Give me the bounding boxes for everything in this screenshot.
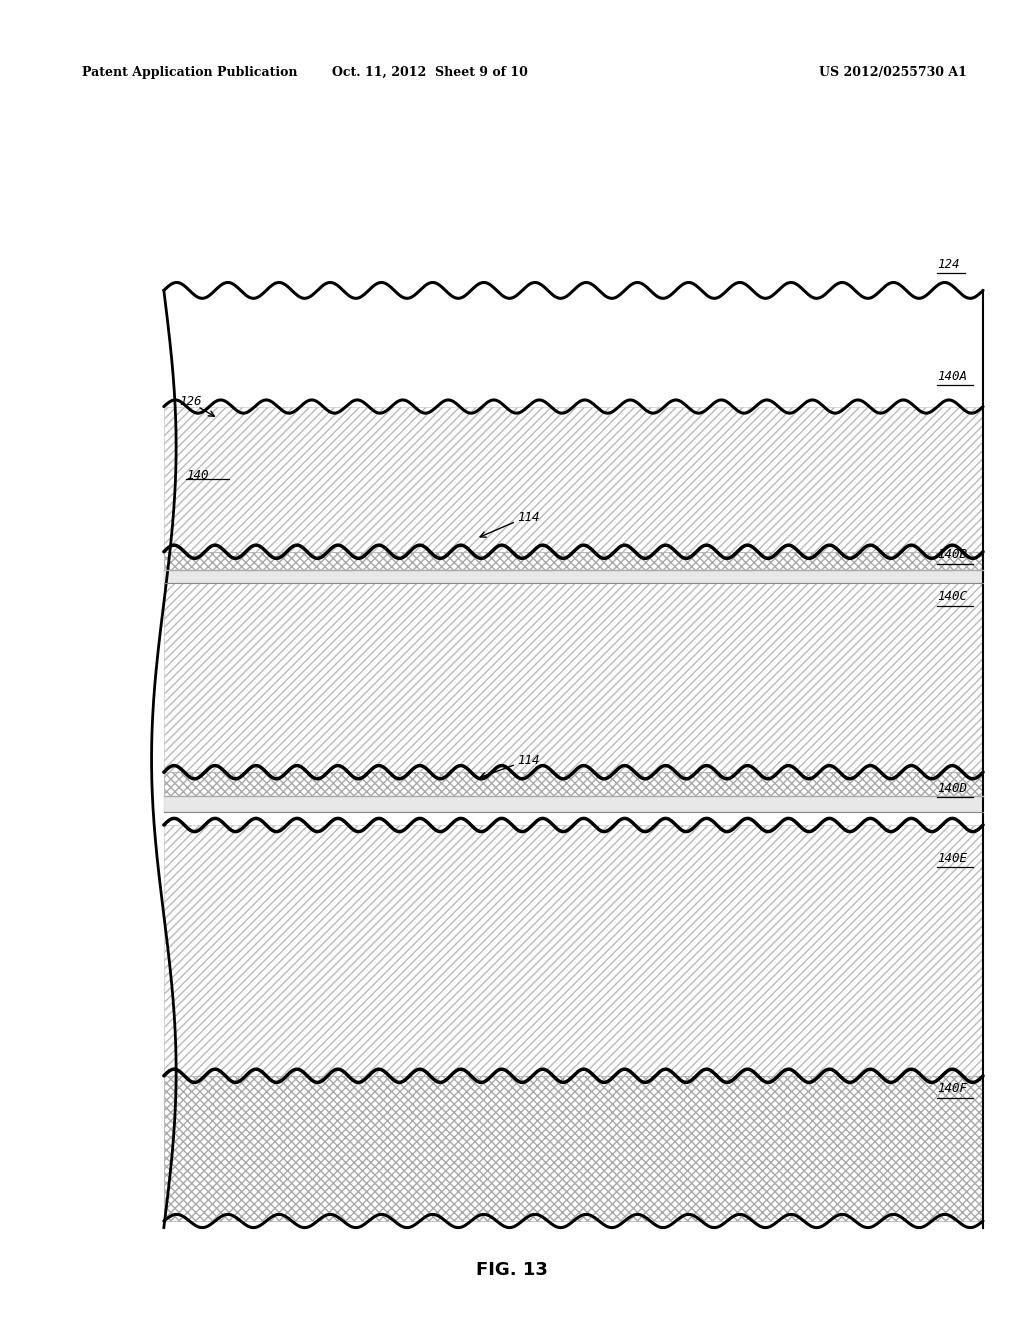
Polygon shape	[164, 1076, 983, 1221]
Text: 114: 114	[517, 754, 540, 767]
Polygon shape	[164, 583, 983, 772]
Text: 140F: 140F	[937, 1082, 967, 1096]
Text: 140E: 140E	[937, 851, 967, 865]
Text: Patent Application Publication: Patent Application Publication	[82, 66, 297, 79]
Text: Oct. 11, 2012  Sheet 9 of 10: Oct. 11, 2012 Sheet 9 of 10	[332, 66, 528, 79]
Text: 126: 126	[179, 395, 202, 408]
Text: FIG. 13: FIG. 13	[476, 1261, 548, 1279]
Text: 140B: 140B	[937, 548, 967, 561]
Polygon shape	[164, 825, 983, 1076]
Polygon shape	[164, 290, 983, 407]
Text: 114: 114	[517, 511, 540, 524]
Text: 140D: 140D	[937, 781, 967, 795]
Text: 140: 140	[186, 469, 209, 482]
Polygon shape	[164, 407, 983, 552]
Polygon shape	[164, 796, 983, 812]
Polygon shape	[164, 772, 983, 796]
Text: US 2012/0255730 A1: US 2012/0255730 A1	[819, 66, 967, 79]
Polygon shape	[164, 552, 983, 570]
Polygon shape	[164, 570, 983, 583]
Text: 140A: 140A	[937, 370, 967, 383]
Text: 124: 124	[937, 257, 959, 271]
Text: 140C: 140C	[937, 590, 967, 603]
